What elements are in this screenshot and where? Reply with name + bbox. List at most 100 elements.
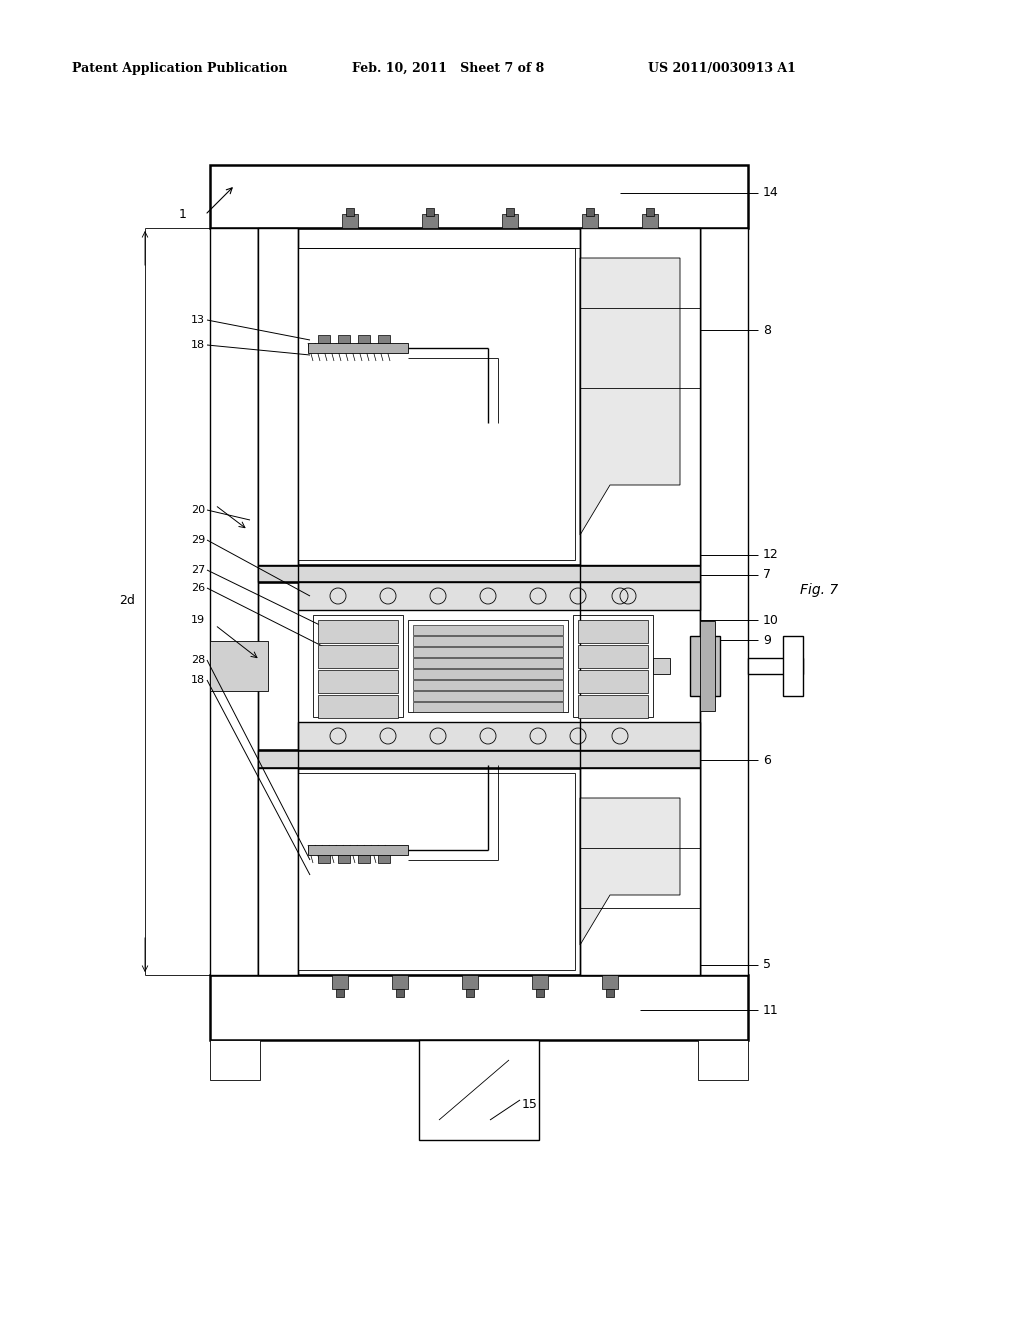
Bar (318, 671, 398, 693)
Bar (298, 582, 700, 610)
Bar (308, 343, 408, 352)
Text: 28: 28 (190, 655, 205, 665)
Bar (413, 636, 563, 645)
Text: Feb. 10, 2011   Sheet 7 of 8: Feb. 10, 2011 Sheet 7 of 8 (352, 62, 544, 75)
Text: Patent Application Publication: Patent Application Publication (72, 62, 288, 75)
Bar (578, 696, 648, 718)
Bar (210, 642, 268, 690)
Bar (532, 975, 548, 989)
Bar (338, 335, 350, 343)
Bar (298, 722, 700, 750)
Bar (462, 975, 478, 989)
Bar (578, 620, 648, 643)
Bar (258, 228, 298, 565)
Polygon shape (580, 799, 680, 945)
Text: 27: 27 (190, 565, 205, 576)
Text: 10: 10 (763, 614, 779, 627)
Bar (413, 624, 563, 635)
Bar (698, 1040, 748, 1080)
Text: 15: 15 (522, 1098, 538, 1111)
Bar (318, 696, 398, 718)
Bar (298, 774, 575, 970)
Bar (700, 228, 748, 975)
Bar (690, 636, 720, 696)
Bar (210, 975, 748, 1040)
Bar (536, 989, 544, 997)
Bar (426, 209, 434, 216)
Bar (602, 975, 618, 989)
Text: 18: 18 (190, 341, 205, 350)
Bar (210, 165, 748, 228)
Bar (308, 845, 408, 855)
Bar (258, 228, 700, 975)
Bar (748, 657, 803, 675)
Bar (413, 669, 563, 678)
Bar (700, 620, 715, 711)
Bar (422, 214, 438, 228)
Text: 8: 8 (763, 323, 771, 337)
Bar (346, 209, 354, 216)
Bar (318, 335, 330, 343)
Text: Fig. 7: Fig. 7 (800, 583, 839, 597)
Text: 11: 11 (763, 1003, 778, 1016)
Text: 1: 1 (179, 209, 187, 222)
Bar (586, 209, 594, 216)
Bar (413, 690, 563, 701)
Bar (358, 855, 370, 863)
Bar (318, 855, 330, 863)
Bar (578, 671, 648, 693)
Bar (506, 209, 514, 216)
Bar (419, 1040, 539, 1140)
Bar (298, 248, 575, 560)
Text: 5: 5 (763, 958, 771, 972)
Text: 7: 7 (763, 569, 771, 582)
Bar (342, 214, 358, 228)
Bar (210, 228, 258, 975)
Bar (578, 645, 648, 668)
Bar (646, 209, 654, 216)
Bar (258, 565, 700, 582)
Bar (332, 975, 348, 989)
Bar (338, 855, 350, 863)
Text: 12: 12 (763, 549, 778, 561)
Bar (313, 615, 403, 717)
Bar (396, 989, 404, 997)
Bar (258, 750, 700, 768)
Text: 14: 14 (763, 186, 778, 199)
Text: 13: 13 (191, 315, 205, 325)
Bar (413, 657, 563, 668)
Bar (318, 620, 398, 643)
Text: 20: 20 (190, 506, 205, 515)
Bar (573, 615, 653, 717)
Bar (378, 855, 390, 863)
Bar (336, 989, 344, 997)
Bar (413, 647, 563, 657)
Bar (392, 975, 408, 989)
Text: 9: 9 (763, 634, 771, 647)
Bar (413, 680, 563, 690)
Bar (580, 228, 700, 565)
Text: 18: 18 (190, 675, 205, 685)
Text: 19: 19 (190, 615, 205, 624)
Text: US 2011/0030913 A1: US 2011/0030913 A1 (648, 62, 796, 75)
Polygon shape (580, 257, 680, 535)
Text: 6: 6 (763, 754, 771, 767)
Bar (318, 645, 398, 668)
Bar (258, 768, 298, 975)
Bar (582, 214, 598, 228)
Bar (378, 335, 390, 343)
Bar (413, 702, 563, 711)
Bar (783, 636, 803, 696)
Text: 2d: 2d (119, 594, 135, 606)
Bar (606, 989, 614, 997)
Bar (502, 214, 518, 228)
Bar (210, 1040, 260, 1080)
Bar (653, 657, 670, 675)
Bar (642, 214, 658, 228)
Text: 29: 29 (190, 535, 205, 545)
Bar (358, 335, 370, 343)
Bar (580, 768, 700, 975)
Bar (466, 989, 474, 997)
Bar (408, 620, 568, 711)
Text: 26: 26 (190, 583, 205, 593)
